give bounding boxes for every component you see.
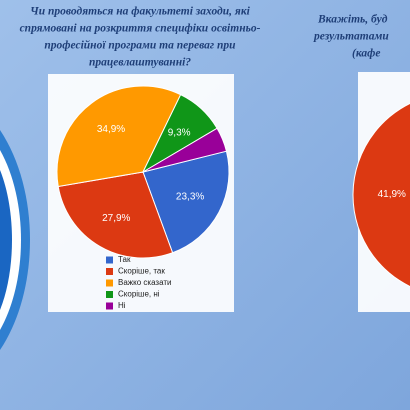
legend-label: Ні [118,301,126,310]
value-label: 27,9% [102,213,130,224]
value-label: 34,9% [97,124,125,135]
pie-slice [56,85,182,188]
chart-title: Вкажіть, буд [317,14,388,26]
chart-title: (кафе [352,48,380,60]
pie-slice [352,103,410,288]
value-label: 23,3% [176,192,204,203]
legend-swatch [106,302,113,310]
value-label: 9,3% [168,127,191,138]
legend-label: Так [118,255,131,264]
legend-swatch [106,279,113,287]
legend-label: Скоріше, так [118,267,165,276]
legend-swatch [106,268,113,275]
legend-label: Важко сказати [118,278,172,287]
legend-label: Скоріше, ні [118,290,160,299]
value-label: 41,9% [378,189,406,200]
wave-inner [0,170,12,310]
pie-slice [57,171,174,259]
chart-title: Чи проводяться на факультеті заходи, які [30,6,251,18]
chart-title: професійної програми та переваг при [44,39,236,52]
chart-title: працевлаштуванні? [89,57,191,69]
pie-slice [142,127,228,173]
chart-title: спрямовані на розкриття специфіки освітн… [20,23,261,35]
pie-slice [142,150,230,254]
legend-swatch [106,256,113,264]
legend-swatch [106,291,113,298]
chart-title: результатами [313,31,389,43]
